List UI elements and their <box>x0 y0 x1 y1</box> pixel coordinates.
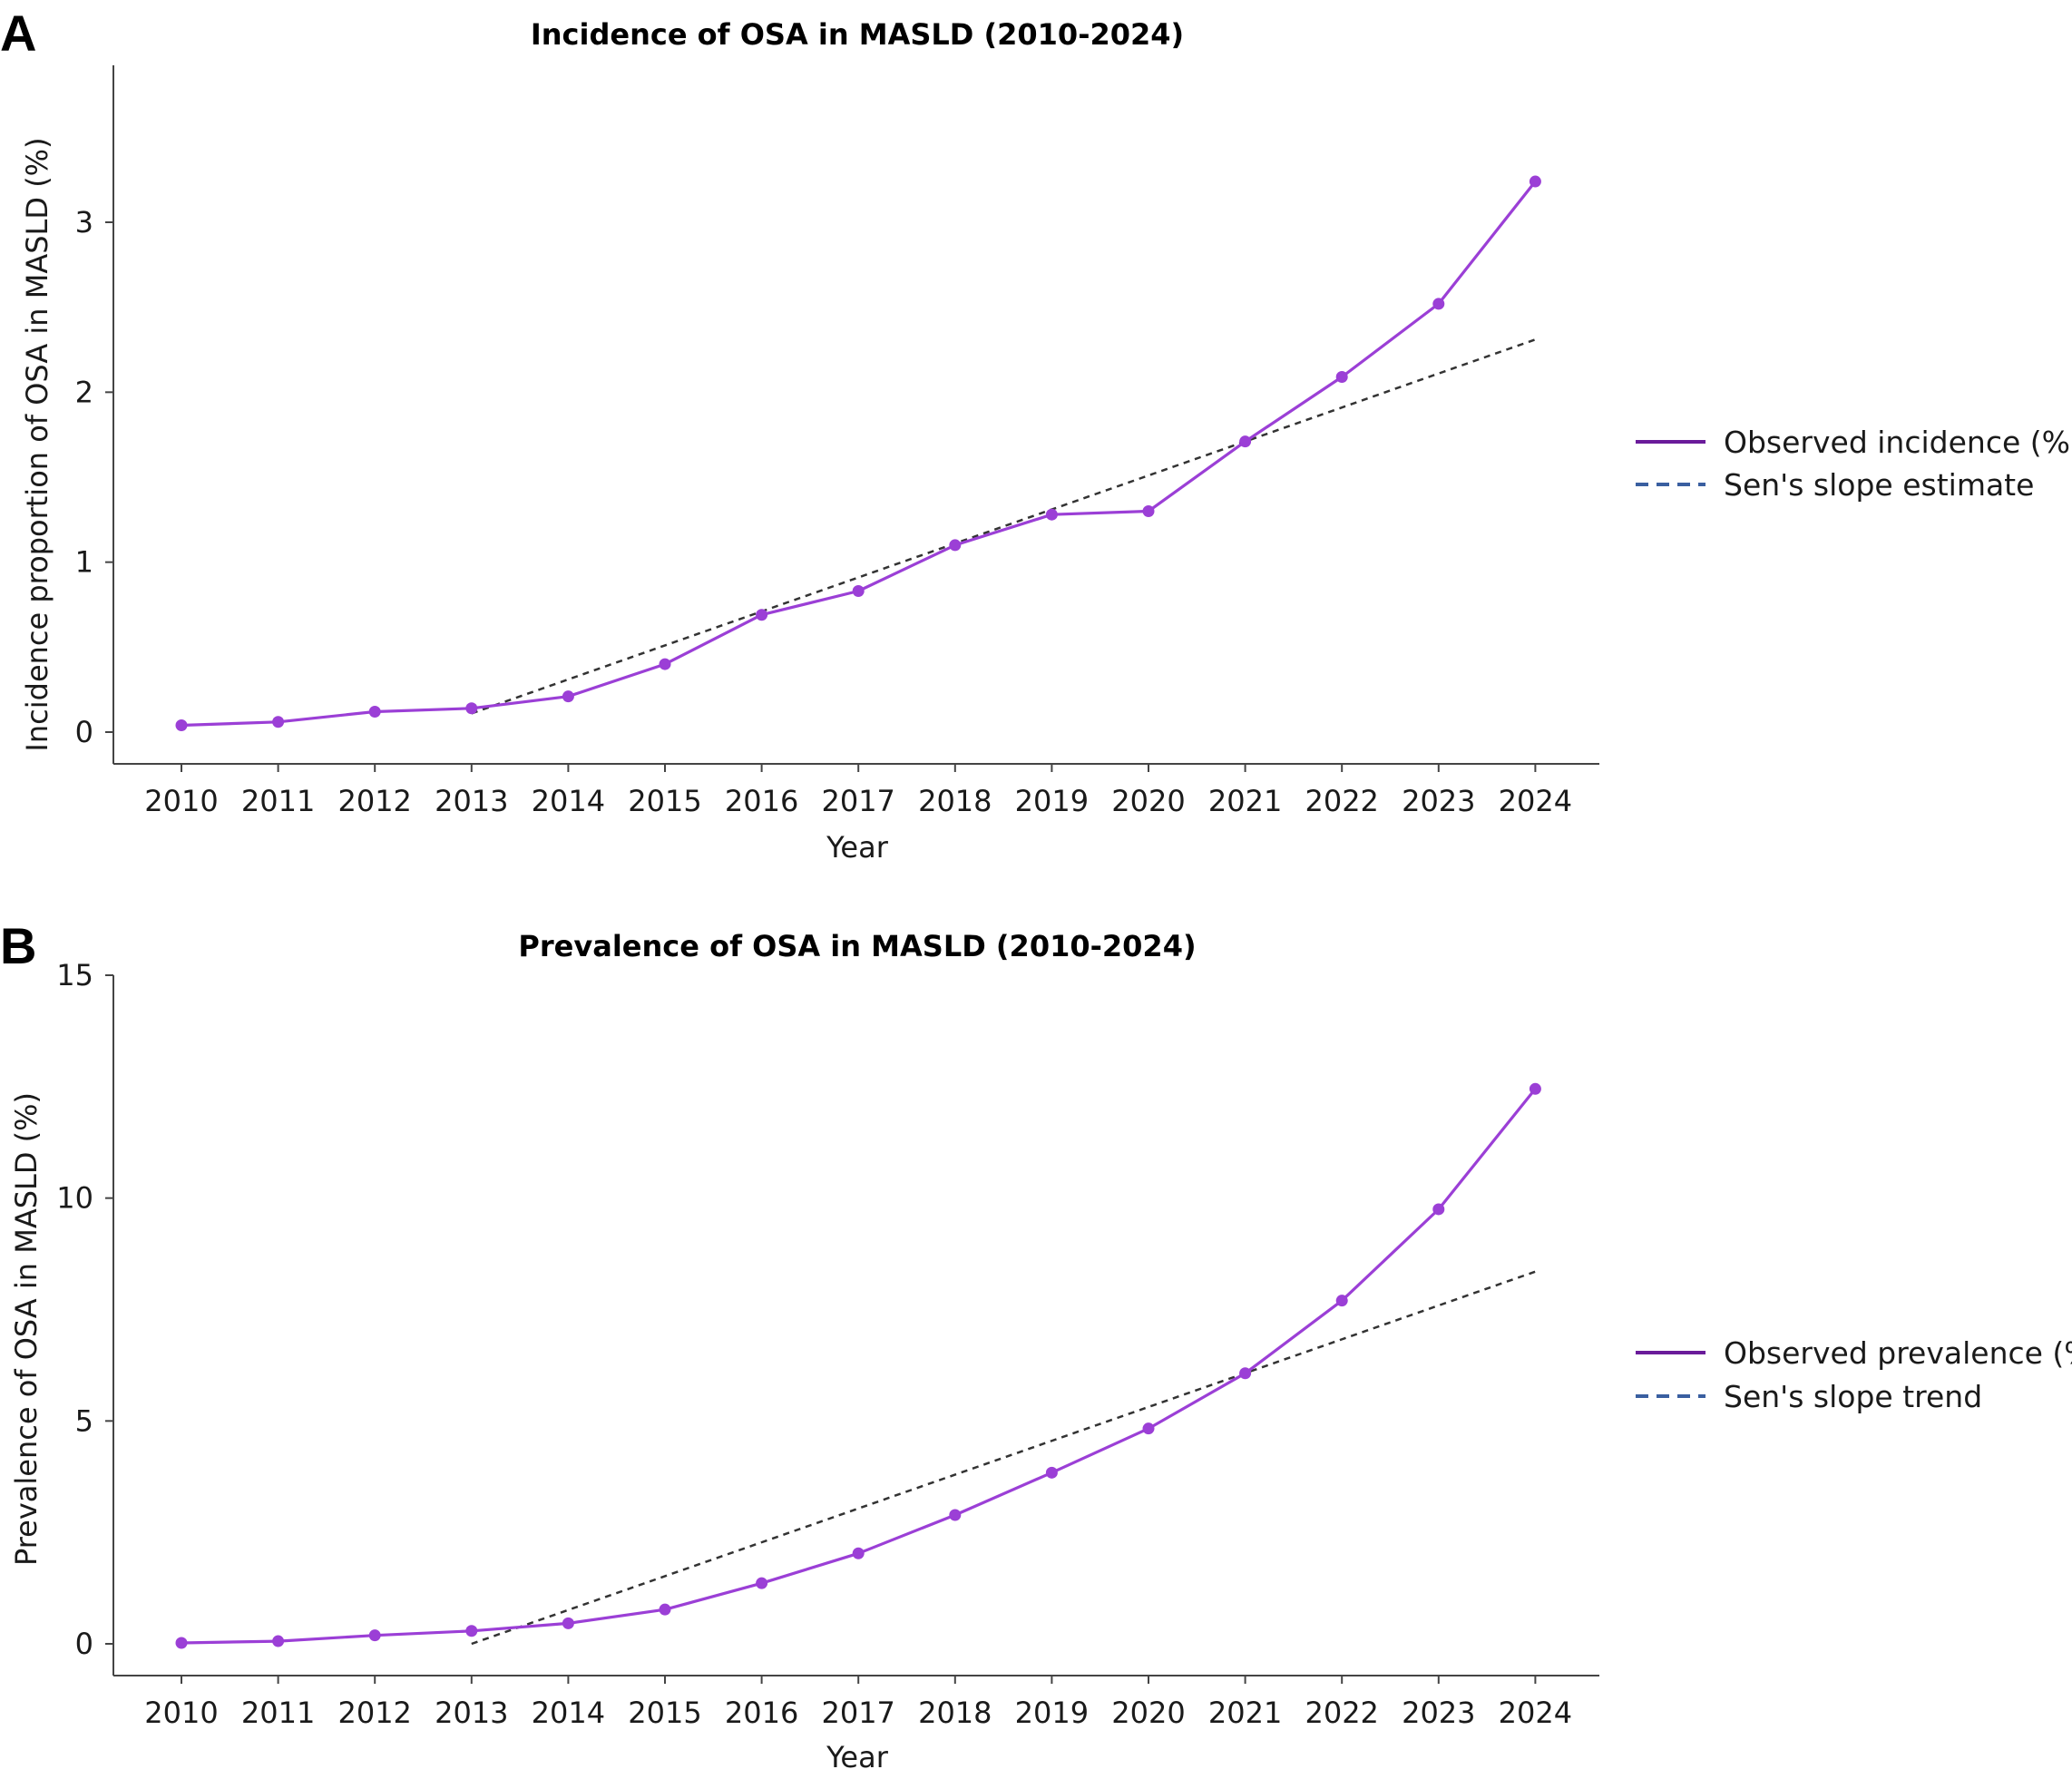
y-axis-label-b: Prevalence of OSA in MASLD (%) <box>9 1092 44 1566</box>
x-tick-label-b: 2024 <box>1499 1696 1572 1730</box>
data-point-b <box>756 1577 768 1589</box>
data-point-a <box>562 690 574 703</box>
x-axis-label-b: Year <box>826 1740 889 1774</box>
data-point-b <box>562 1617 574 1629</box>
data-point-a <box>852 585 865 598</box>
data-point-b <box>1045 1466 1058 1479</box>
y-ticks-b: 0 5 10 15 <box>56 958 113 1661</box>
x-tick-label-a: 2021 <box>1208 784 1282 818</box>
y-tick-label-a: 2 <box>75 375 93 409</box>
x-tick-label-a: 2016 <box>725 784 798 818</box>
data-point-a <box>1239 435 1252 448</box>
legend-label-observed-a: Observed incidence (%) <box>1724 425 2072 460</box>
x-tick-label-a: 2014 <box>532 784 605 818</box>
data-point-b <box>659 1603 671 1616</box>
observed-series-b <box>175 1082 1541 1649</box>
x-tick-label-b: 2021 <box>1208 1696 1282 1730</box>
x-tick-label-a: 2015 <box>628 784 701 818</box>
legend-label-trend-a: Sen's slope estimate <box>1724 467 2034 503</box>
data-point-b <box>465 1625 478 1637</box>
x-tick-label-b: 2011 <box>241 1696 315 1730</box>
legend-b: Observed prevalence (%) Sen's slope tren… <box>1636 1335 2072 1414</box>
x-tick-label-b: 2017 <box>821 1696 894 1730</box>
data-point-b <box>1239 1367 1252 1380</box>
y-tick-label-b: 15 <box>56 958 93 992</box>
data-point-a <box>368 706 381 718</box>
x-tick-label-b: 2010 <box>144 1696 218 1730</box>
data-point-a <box>272 716 285 728</box>
panel-letter-a: A <box>0 5 36 62</box>
x-tick-label-b: 2022 <box>1305 1696 1378 1730</box>
x-tick-label-a: 2018 <box>918 784 992 818</box>
data-point-b <box>1529 1082 1541 1095</box>
data-point-a <box>949 539 962 552</box>
data-point-b <box>175 1637 188 1649</box>
y-ticks-a: 0 1 2 3 <box>75 205 113 749</box>
x-tick-label-a: 2017 <box>821 784 894 818</box>
x-tick-label-a: 2010 <box>144 784 218 818</box>
data-point-a <box>1529 175 1541 188</box>
y-tick-label-a: 3 <box>75 205 93 239</box>
y-tick-label-a: 1 <box>75 545 93 580</box>
axes-a <box>112 65 1599 765</box>
x-tick-label-a: 2013 <box>435 784 508 818</box>
x-tick-label-b: 2023 <box>1402 1696 1475 1730</box>
sen-slope-line-b <box>471 1270 1536 1646</box>
x-tick-label-b: 2013 <box>435 1696 508 1730</box>
legend-label-trend-b: Sen's slope trend <box>1724 1379 1982 1414</box>
data-point-a <box>1045 508 1058 521</box>
data-point-b <box>852 1547 865 1559</box>
observed-line-a <box>181 181 1537 728</box>
panel-b: B Prevalence of OSA in MASLD (2010-2024)… <box>0 917 2072 1774</box>
data-point-a <box>1335 370 1348 383</box>
trend-line-b <box>471 1270 1536 1646</box>
axes-b <box>112 975 1599 1676</box>
observed-line-b <box>181 1088 1537 1645</box>
data-point-a <box>465 702 478 715</box>
x-tick-label-b: 2016 <box>725 1696 798 1730</box>
data-point-b <box>1142 1422 1155 1435</box>
x-tick-label-b: 2019 <box>1015 1696 1089 1730</box>
x-tick-label-b: 2018 <box>918 1696 992 1730</box>
x-tick-label-b: 2014 <box>532 1696 605 1730</box>
data-point-a <box>1432 298 1445 310</box>
x-tick-label-a: 2022 <box>1305 784 1378 818</box>
observed-series-a <box>175 175 1541 732</box>
x-tick-label-b: 2020 <box>1111 1696 1185 1730</box>
legend-a: Observed incidence (%) Sen's slope estim… <box>1636 425 2072 503</box>
x-tick-label-a: 2012 <box>337 784 411 818</box>
data-point-b <box>1335 1295 1348 1307</box>
y-tick-label-b: 5 <box>75 1403 93 1438</box>
x-ticks-b: 2010 2011 2012 2013 2014 2015 2016 2017 2018 2019… <box>144 1676 1572 1730</box>
y-axis-label-a: Incidence proportion of OSA in MASLD (%) <box>20 137 54 751</box>
data-point-a <box>1142 504 1155 517</box>
chart-title-b: Prevalence of OSA in MASLD (2010-2024) <box>518 929 1196 963</box>
data-point-b <box>368 1629 381 1642</box>
x-tick-label-a: 2020 <box>1111 784 1185 818</box>
x-tick-label-b: 2015 <box>628 1696 701 1730</box>
data-point-a <box>175 719 188 732</box>
data-point-a <box>659 658 671 670</box>
x-tick-label-a: 2019 <box>1015 784 1089 818</box>
panel-letter-b: B <box>0 917 36 974</box>
x-axis-label-a: Year <box>826 830 889 865</box>
data-point-b <box>1432 1203 1445 1216</box>
y-tick-label-b: 0 <box>75 1627 93 1661</box>
data-point-b <box>272 1635 285 1647</box>
y-tick-label-a: 0 <box>75 715 93 749</box>
trend-line-a <box>471 338 1536 715</box>
y-tick-label-b: 10 <box>56 1181 93 1216</box>
x-tick-label-b: 2012 <box>337 1696 411 1730</box>
x-ticks-a: 2010 2011 2012 2013 2014 2015 2016 2017 2018 2019… <box>144 764 1572 818</box>
legend-label-observed-b: Observed prevalence (%) <box>1724 1335 2072 1371</box>
chart-title-a: Incidence of OSA in MASLD (2010-2024) <box>531 17 1184 52</box>
x-tick-label-a: 2024 <box>1499 784 1572 818</box>
data-point-a <box>756 609 768 621</box>
x-tick-label-a: 2011 <box>241 784 315 818</box>
data-point-b <box>949 1509 962 1521</box>
sen-slope-line-a <box>471 338 1536 715</box>
panel-a: A Incidence of OSA in MASLD (2010-2024) … <box>0 5 2072 865</box>
x-tick-label-a: 2023 <box>1402 784 1475 818</box>
